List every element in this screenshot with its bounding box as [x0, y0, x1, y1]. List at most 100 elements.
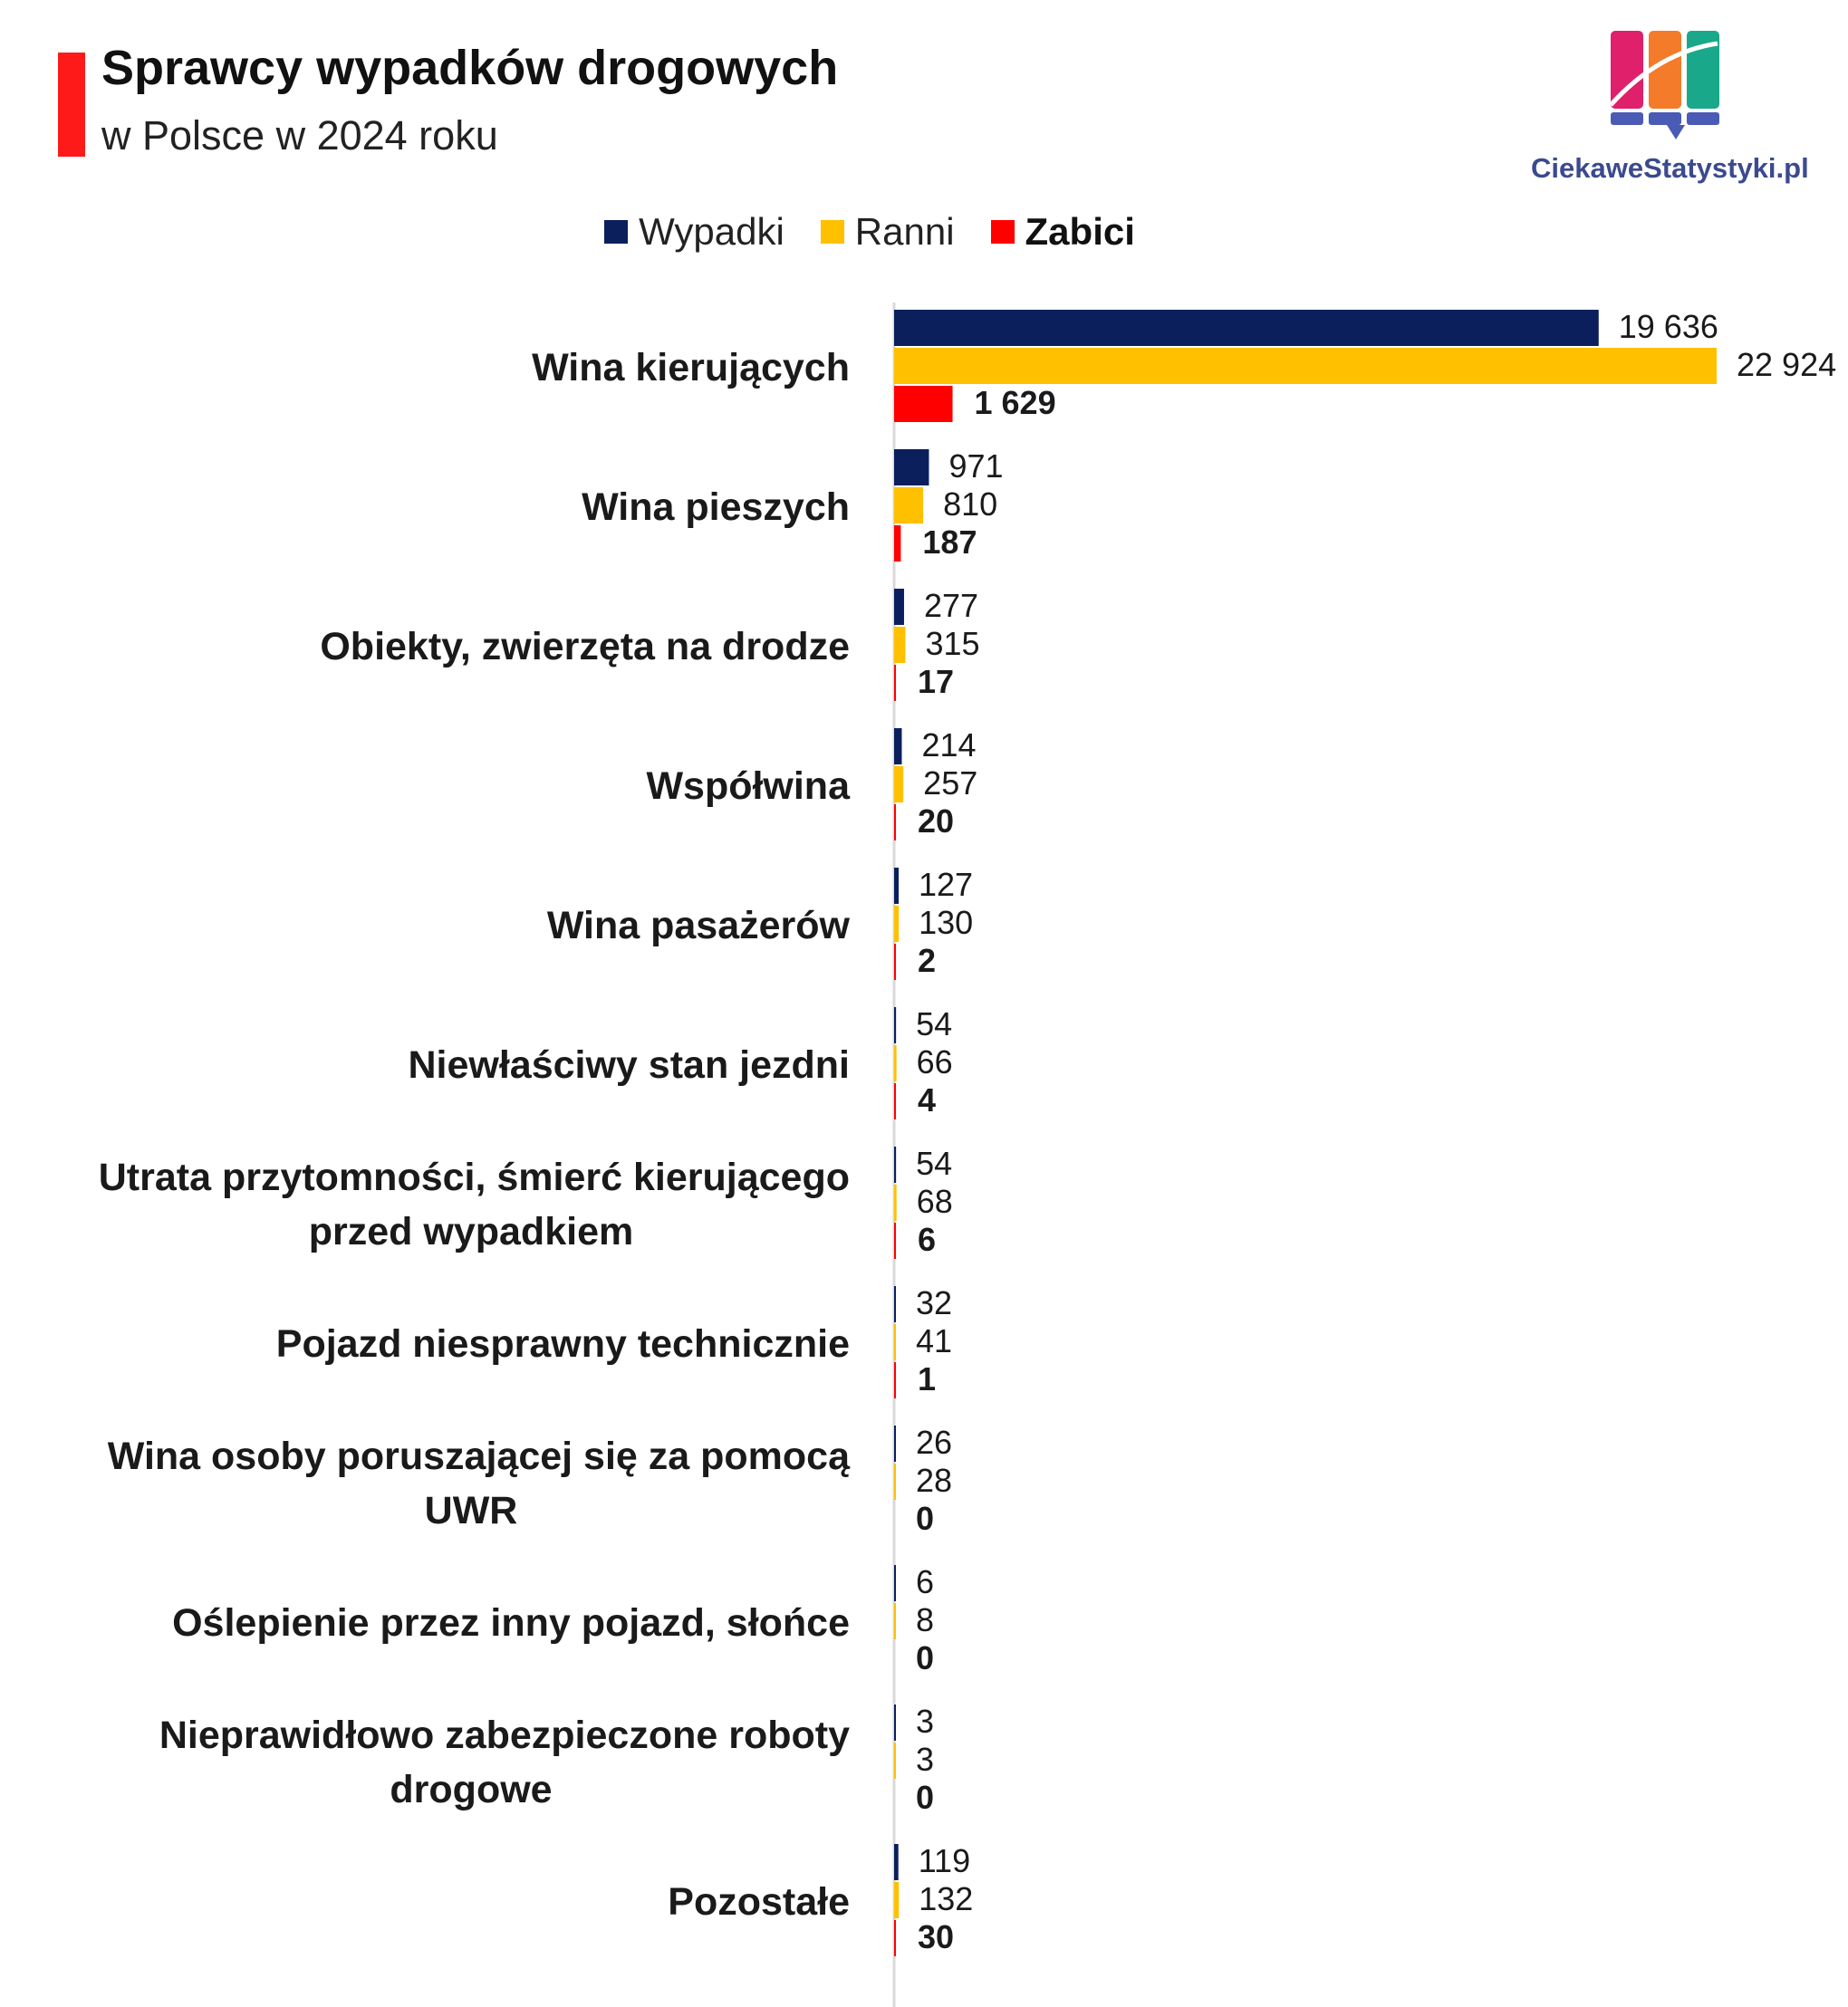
legend-swatch-zabici [990, 220, 1015, 244]
bar-wypadki [894, 1705, 896, 1741]
data-label-ranni: 8 [916, 1601, 934, 1638]
bar-ranni [894, 348, 1717, 384]
data-label-zabici: 1 629 [975, 384, 1056, 421]
bar-chart-speech-bubble-icon [1609, 31, 1719, 139]
data-label-ranni: 257 [923, 764, 977, 802]
data-label-ranni: 41 [916, 1322, 952, 1359]
chart-legend: Wypadki Ranni Zabici [0, 210, 1794, 254]
category-label: przed wypadkiem [309, 1210, 633, 1253]
bar-wypadki [894, 728, 902, 764]
legend-label-ranni: Ranni [854, 210, 955, 253]
legend-label-zabici: Zabici [1025, 210, 1135, 253]
data-label-ranni: 130 [919, 904, 973, 941]
legend-swatch-ranni [820, 220, 844, 244]
data-label-ranni: 3 [916, 1741, 934, 1778]
category-label: UWR [425, 1489, 518, 1532]
legend-item-wypadki: Wypadki [604, 210, 784, 254]
bar-ranni [894, 1045, 897, 1081]
bar-zabici [894, 1362, 896, 1398]
data-label-ranni: 810 [943, 485, 997, 523]
bar-ranni [894, 1882, 900, 1918]
data-label-wypadki: 32 [916, 1284, 952, 1321]
bar-zabici [894, 1223, 896, 1259]
category-label: Niewłaściwy stan jezdni [408, 1043, 850, 1087]
data-label-zabici: 30 [918, 1918, 954, 1955]
bar-zabici [894, 944, 896, 980]
data-label-wypadki: 119 [919, 1842, 970, 1879]
data-label-wypadki: 26 [916, 1424, 952, 1461]
bar-wypadki [894, 1565, 896, 1601]
category-label: Pozostałe [668, 1880, 850, 1924]
data-label-zabici: 6 [918, 1221, 936, 1258]
data-label-ranni: 132 [919, 1880, 973, 1917]
bar-ranni [894, 766, 904, 802]
category-label: Wina pasażerów [547, 904, 851, 947]
bar-wypadki [894, 449, 929, 485]
category-label: drogowe [390, 1768, 552, 1811]
bar-wypadki [894, 1286, 896, 1322]
bar-ranni [894, 487, 924, 523]
category-label: Obiekty, zwierzęta na drodze [320, 625, 850, 668]
brand-logo-text: CiekaweStatystyki.pl [1531, 152, 1809, 184]
category-label: Pojazd niesprawny technicznie [276, 1322, 850, 1366]
bar-ranni [894, 1185, 897, 1221]
bar-ranni [894, 1603, 896, 1639]
bar-zabici [894, 665, 896, 701]
bar-ranni [894, 627, 906, 663]
bar-ranni [894, 906, 900, 942]
bar-zabici [894, 386, 953, 422]
legend-item-zabici: Zabici [990, 210, 1135, 254]
chart-title: Sprawcy wypadków drogowych [101, 41, 839, 95]
data-label-ranni: 66 [917, 1043, 953, 1080]
bar-wypadki [894, 589, 904, 625]
bar-wypadki [894, 1007, 897, 1043]
bar-ranni [894, 1743, 896, 1779]
data-label-wypadki: 19 636 [1619, 308, 1718, 345]
category-label: Utrata przytomności, śmierć kierującego [99, 1156, 850, 1199]
category-label: Nieprawidłowo zabezpieczone roboty [159, 1714, 850, 1757]
bar-zabici [894, 525, 901, 562]
data-label-zabici: 1 [918, 1360, 936, 1397]
legend-swatch-wypadki [604, 220, 629, 244]
title-accent-bar [58, 53, 85, 157]
category-label: Współwina [646, 764, 851, 808]
data-label-zabici: 0 [916, 1639, 934, 1676]
category-label: Wina kierujących [532, 346, 850, 389]
data-label-zabici: 0 [916, 1779, 934, 1816]
bar-wypadki [894, 310, 1599, 346]
data-label-ranni: 28 [916, 1462, 952, 1499]
data-label-zabici: 187 [922, 523, 977, 561]
data-label-wypadki: 971 [948, 447, 1003, 485]
bar-zabici [894, 1920, 896, 1956]
data-label-ranni: 315 [925, 625, 979, 662]
data-label-ranni: 22 924 [1737, 346, 1836, 383]
category-label: Wina pieszych [582, 485, 850, 529]
data-label-wypadki: 3 [916, 1703, 934, 1740]
data-label-zabici: 0 [916, 1500, 934, 1537]
bar-wypadki [894, 1844, 899, 1880]
bar-ranni [894, 1324, 896, 1360]
bar-zabici [894, 804, 896, 840]
data-label-zabici: 4 [918, 1081, 936, 1119]
chart-subtitle: w Polsce w 2024 roku [101, 112, 498, 158]
category-label: Wina osoby poruszającej się za pomocą [108, 1435, 851, 1478]
bar-wypadki [894, 1147, 897, 1183]
data-label-wypadki: 54 [916, 1005, 952, 1042]
data-label-zabici: 2 [918, 942, 936, 979]
bar-zabici [894, 1083, 896, 1119]
data-label-wypadki: 127 [919, 866, 973, 903]
bar-ranni [894, 1464, 896, 1500]
legend-item-ranni: Ranni [820, 210, 955, 254]
data-label-wypadki: 214 [921, 726, 976, 763]
data-label-wypadki: 6 [916, 1563, 934, 1600]
data-label-ranni: 68 [917, 1183, 953, 1220]
data-label-zabici: 17 [918, 663, 954, 700]
legend-label-wypadki: Wypadki [639, 210, 784, 253]
category-label: Oślepienie przez inny pojazd, słońce [172, 1601, 850, 1645]
bar-wypadki [894, 868, 900, 904]
data-label-wypadki: 54 [916, 1145, 952, 1182]
bar-wypadki [894, 1426, 896, 1462]
data-label-zabici: 20 [918, 802, 954, 840]
data-label-wypadki: 277 [924, 587, 978, 624]
